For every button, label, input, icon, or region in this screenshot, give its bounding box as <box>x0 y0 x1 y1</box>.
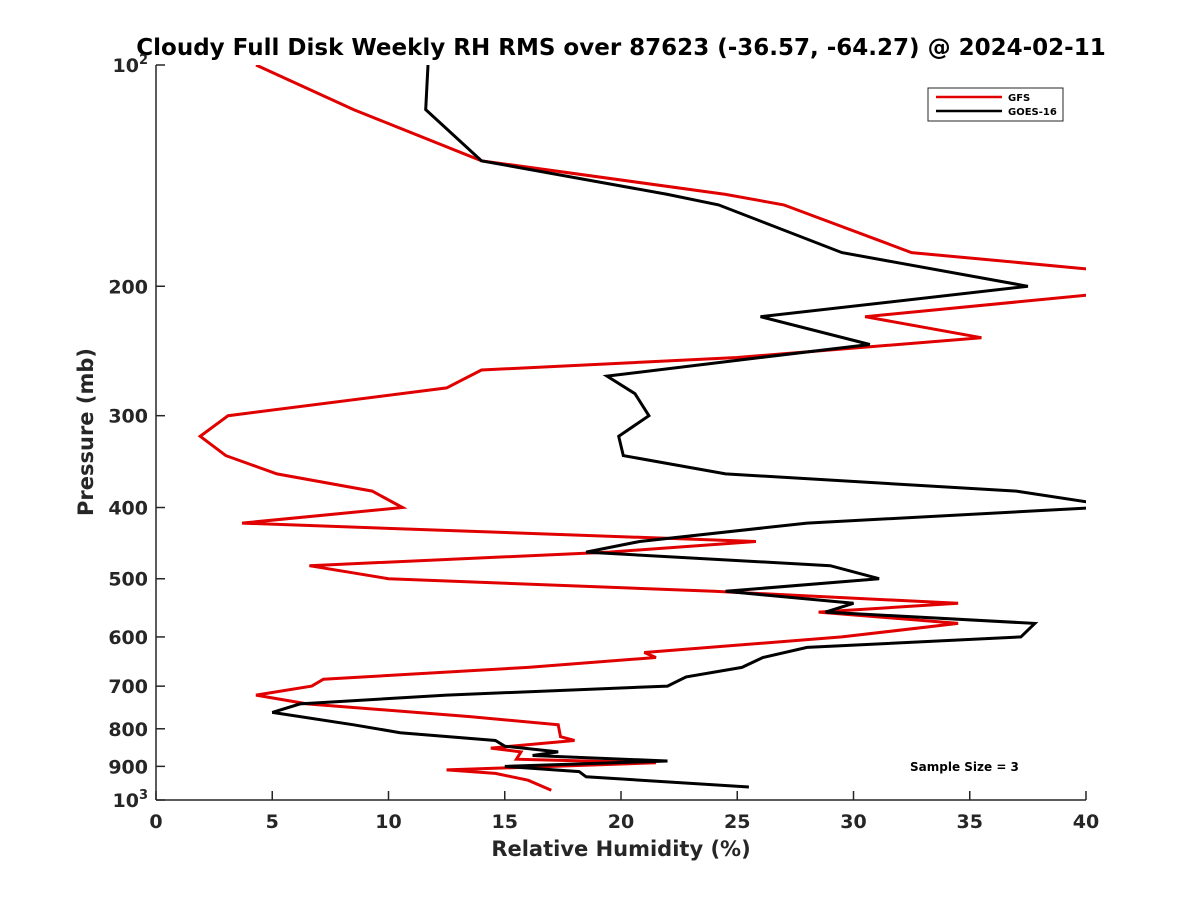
series-layer <box>197 65 1086 792</box>
y-tick-label: 500 <box>108 569 148 591</box>
x-tick-label: 10 <box>375 811 401 833</box>
y-axis-label: Pressure (mb) <box>74 348 98 516</box>
x-tick-label: 40 <box>1073 811 1099 833</box>
y-tick-label: 800 <box>108 719 148 741</box>
legend: GFS GOES-16 <box>927 87 1064 122</box>
x-axis-ticks: 0 5 10 15 20 25 30 35 40 <box>149 791 1099 833</box>
legend-label-gfs: GFS <box>1008 93 1030 104</box>
legend-box <box>927 87 1064 122</box>
sample-size-annotation: Sample Size = 3 <box>910 760 1019 774</box>
y-tick-label: 102 <box>113 53 149 77</box>
legend-label-goes16: GOES-16 <box>1008 107 1057 118</box>
y-axis-ticks: 102 200 300 400 500 600 700 800 900 103 <box>108 53 165 812</box>
y-tick-label: 200 <box>108 276 148 298</box>
series-line-goes-16 <box>271 65 1086 789</box>
x-tick-label: 0 <box>149 811 162 833</box>
x-tick-label: 20 <box>608 811 634 833</box>
y-tick-label: 400 <box>108 498 148 520</box>
x-tick-label: 5 <box>266 811 279 833</box>
series-line-gfs <box>197 65 1086 792</box>
x-tick-label: 35 <box>957 811 983 833</box>
y-tick-label: 600 <box>108 627 148 649</box>
x-tick-label: 25 <box>724 811 750 833</box>
y-tick-label: 300 <box>108 406 148 428</box>
x-tick-label: 15 <box>492 811 518 833</box>
x-axis-label: Relative Humidity (%) <box>491 837 750 861</box>
x-tick-label: 30 <box>840 811 866 833</box>
y-tick-label: 900 <box>108 756 148 778</box>
y-tick-label: 103 <box>113 788 149 812</box>
y-tick-label: 700 <box>108 676 148 698</box>
chart-title: Cloudy Full Disk Weekly RH RMS over 8762… <box>136 35 1105 61</box>
